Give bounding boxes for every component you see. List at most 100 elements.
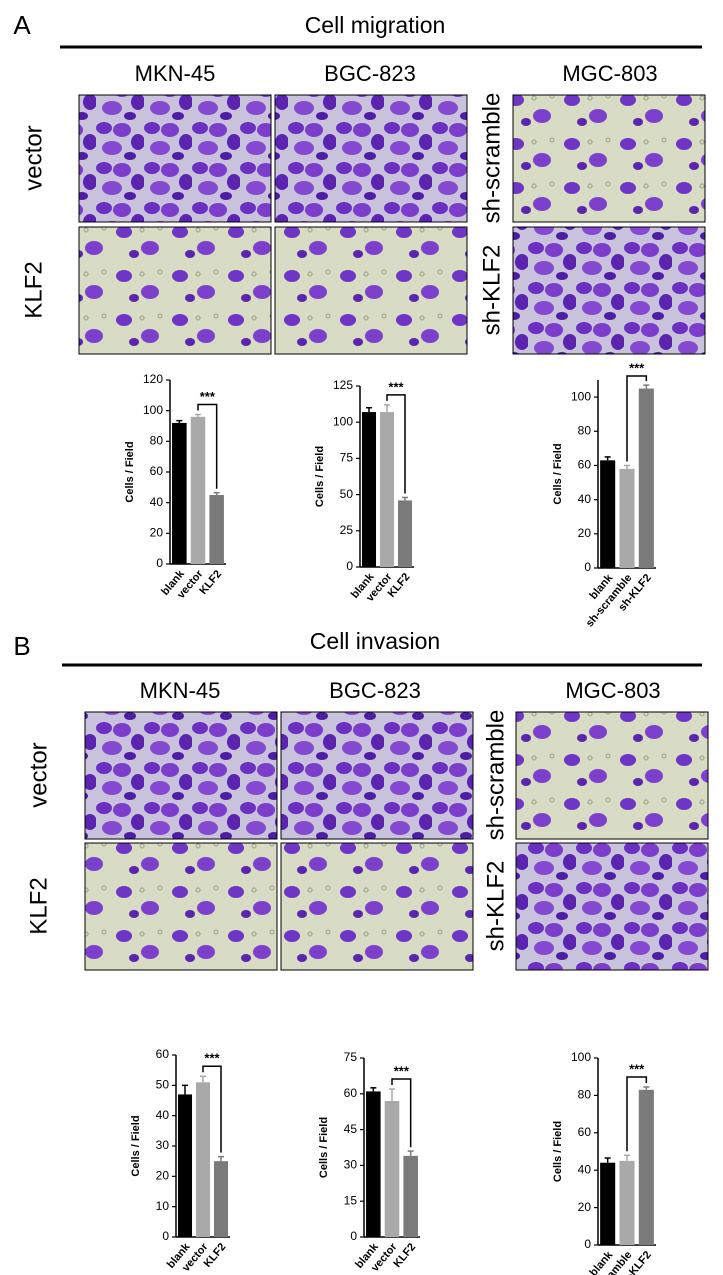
y-tick-label: 0 (156, 556, 163, 570)
micrograph (512, 226, 706, 355)
row-label: sh-scramble (482, 710, 509, 841)
y-tick-label: 75 (344, 1050, 358, 1064)
y-tick-label: 30 (156, 1138, 170, 1152)
panel-label: A (13, 10, 31, 40)
y-tick-label: 60 (344, 1086, 358, 1100)
y-axis-label: Cells / Field (552, 443, 564, 504)
y-tick-label: 0 (584, 560, 591, 574)
y-tick-label: 40 (578, 492, 592, 506)
y-tick-label: 60 (578, 1125, 592, 1139)
y-tick-label: 20 (578, 1200, 592, 1214)
bar (379, 412, 395, 567)
y-tick-label: 100 (143, 403, 163, 417)
y-tick-label: 0 (350, 1229, 357, 1243)
row-label: sh-KLF2 (478, 245, 505, 336)
row-label: KLF2 (20, 261, 47, 318)
row-label: sh-scramble (478, 93, 505, 224)
y-tick-label: 80 (150, 434, 164, 448)
significance-label: *** (388, 379, 404, 394)
cell-line-label: BGC-823 (329, 678, 421, 703)
row-label: sh-KLF2 (482, 861, 509, 952)
bar (190, 416, 206, 564)
y-tick-label: 80 (578, 423, 592, 437)
y-tick-label: 20 (150, 526, 164, 540)
y-tick-label: 45 (344, 1122, 358, 1136)
y-tick-label: 80 (578, 1088, 592, 1102)
bar (195, 1082, 211, 1237)
significance-label: *** (204, 1051, 220, 1066)
y-tick-label: 0 (584, 1237, 591, 1251)
y-tick-label: 75 (340, 451, 354, 465)
y-tick-label: 50 (340, 487, 354, 501)
y-tick-label: 40 (578, 1162, 592, 1176)
bar (619, 1160, 635, 1245)
micrograph (280, 842, 474, 971)
y-tick-label: 60 (578, 458, 592, 472)
y-tick-label: 30 (344, 1158, 358, 1172)
significance-label: *** (629, 360, 645, 375)
significance-label: *** (629, 1061, 645, 1076)
y-tick-label: 20 (156, 1169, 170, 1183)
y-tick-label: 100 (571, 389, 591, 403)
y-tick-label: 15 (344, 1193, 358, 1207)
y-tick-label: 25 (340, 523, 354, 537)
bar (361, 412, 377, 567)
y-axis-label: Cells / Field (318, 1117, 330, 1178)
significance-bracket (197, 403, 218, 489)
bar (209, 495, 224, 564)
bar (397, 500, 413, 567)
y-tick-label: 0 (162, 1229, 169, 1243)
significance-label: *** (200, 389, 216, 404)
y-tick-label: 40 (156, 1108, 170, 1122)
significance-bracket (202, 1065, 222, 1153)
y-tick-label: 125 (333, 378, 353, 392)
row-label: vector (25, 742, 52, 807)
y-axis-label: Cells / Field (124, 441, 136, 502)
significance-bracket (386, 394, 406, 494)
bar (638, 1089, 654, 1245)
micrograph (512, 94, 706, 223)
y-axis-label: Cells / Field (130, 1115, 142, 1176)
micrograph (515, 842, 709, 971)
cell-line-label: MGC-803 (565, 678, 660, 703)
bar (172, 422, 187, 564)
cell-line-label: MKN-45 (140, 678, 221, 703)
bar (366, 1091, 381, 1237)
cell-line-label: MKN-45 (135, 61, 216, 86)
y-tick-label: 40 (150, 495, 164, 509)
y-tick-label: 50 (156, 1078, 170, 1092)
row-label: vector (20, 125, 47, 190)
y-tick-label: 10 (156, 1199, 170, 1213)
panel-title: Cell migration (305, 12, 446, 38)
y-tick-label: 100 (571, 1050, 591, 1064)
bar (619, 468, 635, 568)
bar (600, 460, 616, 568)
y-tick-label: 120 (143, 372, 163, 386)
y-tick-label: 60 (150, 464, 164, 478)
micrograph (78, 94, 272, 223)
micrograph (280, 711, 474, 840)
cell-line-label: MGC-803 (562, 61, 657, 86)
micrograph (274, 226, 468, 355)
significance-bracket (626, 375, 648, 462)
significance-label: *** (394, 1063, 410, 1078)
bar (177, 1094, 193, 1237)
bar (638, 388, 654, 568)
y-tick-label: 100 (333, 414, 353, 428)
cell-line-label: BGC-823 (324, 61, 416, 86)
significance-bracket (626, 1076, 648, 1152)
bar (384, 1100, 400, 1237)
micrograph (78, 226, 272, 355)
micrograph (274, 94, 468, 223)
micrograph (84, 842, 278, 971)
y-axis-label: Cells / Field (552, 1121, 564, 1182)
micrograph (84, 711, 278, 840)
y-tick-label: 20 (578, 526, 592, 540)
panel-title: Cell invasion (310, 628, 440, 654)
bar (403, 1155, 418, 1237)
bar (213, 1161, 229, 1237)
panel-label: B (13, 631, 30, 661)
significance-bracket (391, 1078, 412, 1148)
y-tick-label: 0 (346, 559, 353, 573)
